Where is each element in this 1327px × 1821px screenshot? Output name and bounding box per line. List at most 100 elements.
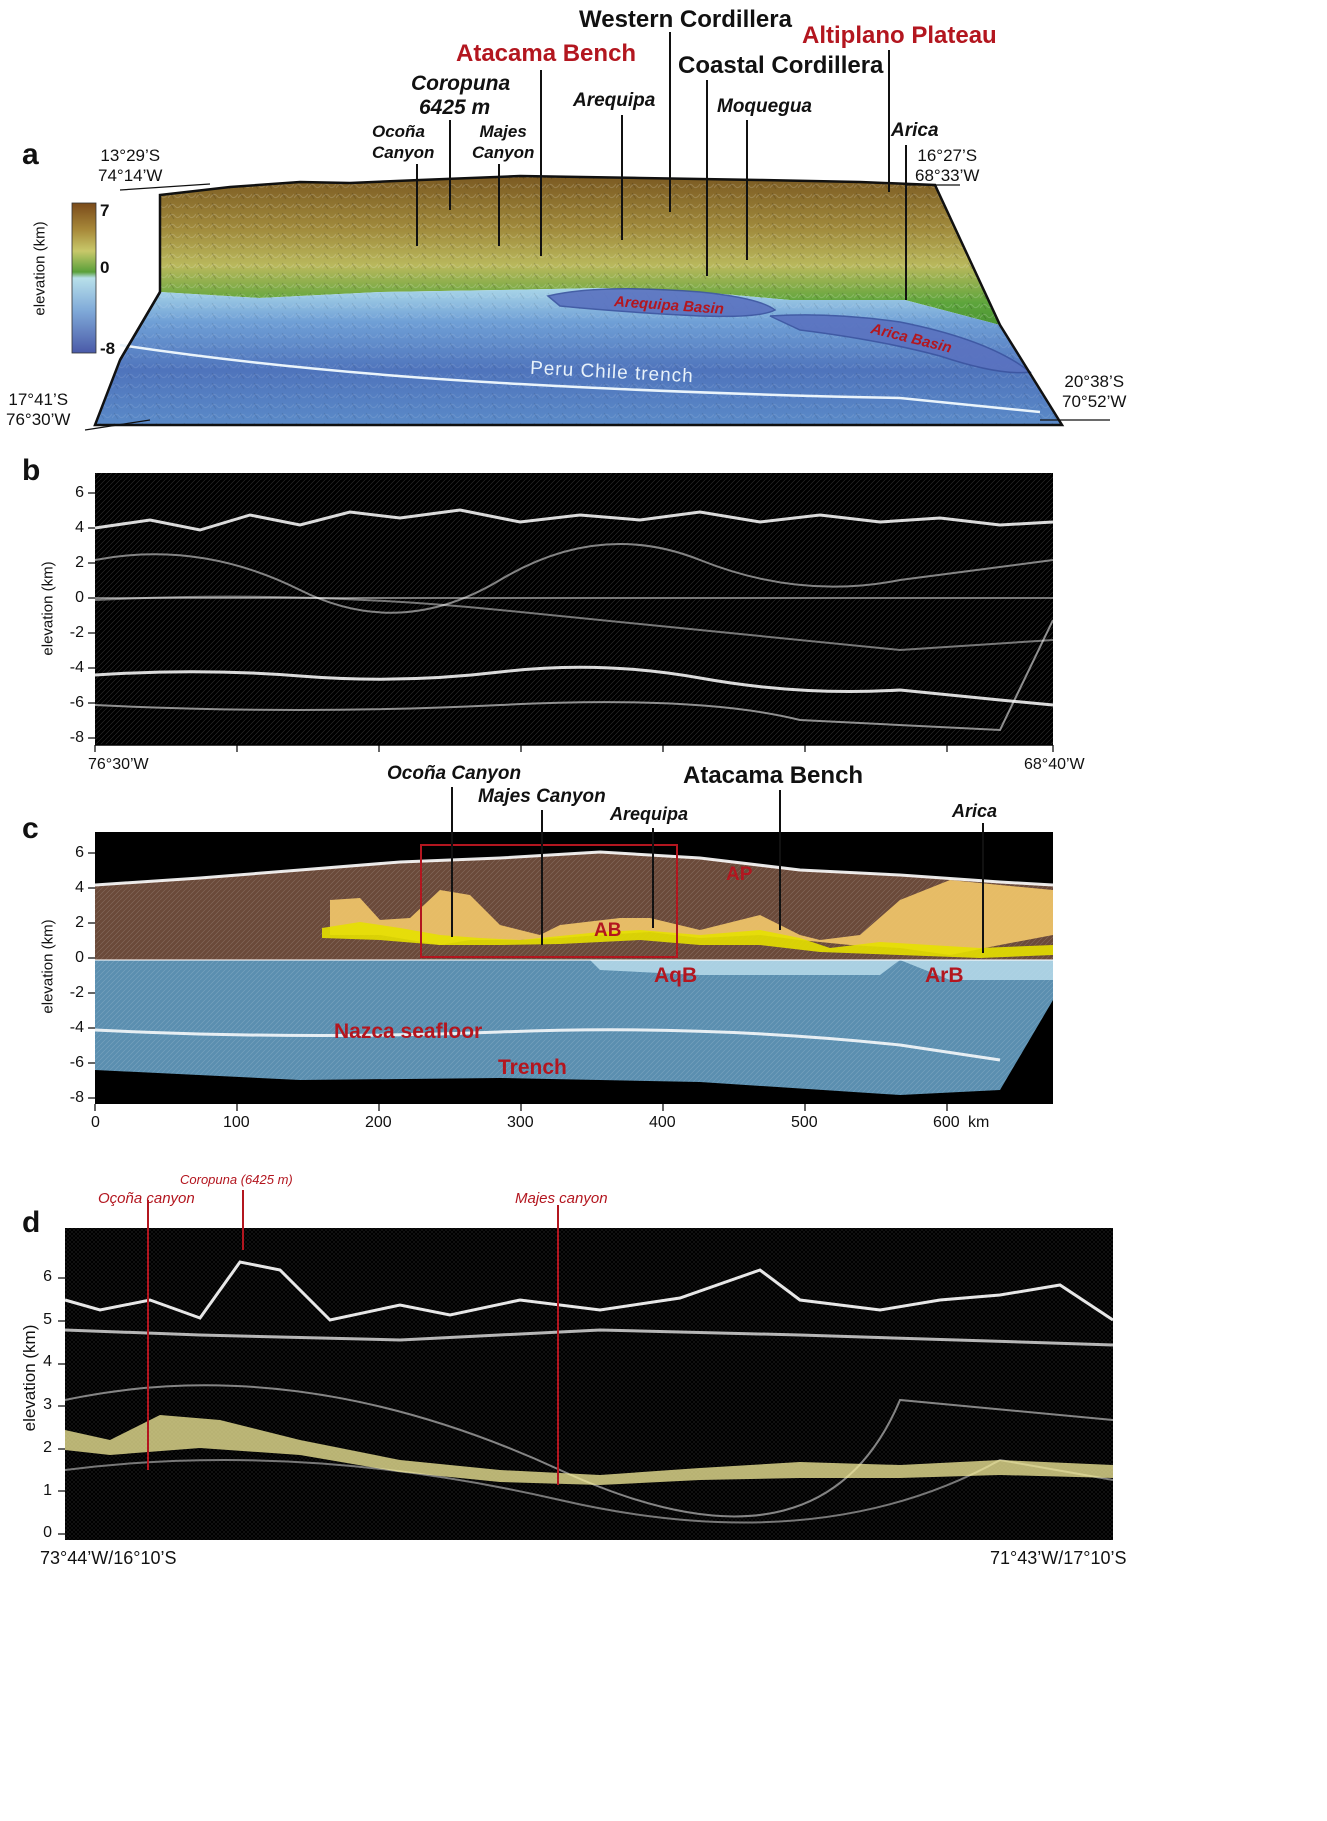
label-c-ocona: Ocoña Canyon bbox=[387, 763, 522, 784]
label-coastal-cordillera: Coastal Cordillera bbox=[678, 52, 884, 79]
label-c-arica: Arica bbox=[952, 801, 998, 821]
leader-c-majes bbox=[541, 810, 543, 945]
label-c-atacama: Atacama Bench bbox=[683, 762, 864, 789]
leader-c-ocona bbox=[451, 787, 453, 937]
panel-a-label: a bbox=[22, 138, 39, 171]
panel-b-ylabel: elevation (km) bbox=[39, 561, 57, 656]
panel-c-xtick: 500 bbox=[791, 1114, 818, 1131]
panel-c-xtick: 300 bbox=[507, 1114, 534, 1131]
detail-box bbox=[420, 844, 678, 958]
atacama-bench-fill bbox=[330, 880, 1053, 955]
panel-d-ytick: 1 bbox=[43, 1481, 52, 1499]
label-western-cordillera: Western Cordillera bbox=[579, 6, 792, 33]
label-d-ocona: Oçoña canyon bbox=[98, 1190, 195, 1207]
colorbar bbox=[71, 202, 97, 354]
panel-c-xtick: 0 bbox=[91, 1114, 100, 1131]
panel-d-ytick: 6 bbox=[43, 1268, 52, 1285]
panel-b-ytick: 0 bbox=[75, 589, 84, 606]
panel-b-x-right: 68°40’W bbox=[1024, 756, 1085, 773]
panel-c-ytick: -6 bbox=[69, 1054, 84, 1071]
yellow-layer-d bbox=[65, 1415, 1113, 1485]
panel-c-ytick: 6 bbox=[75, 844, 84, 861]
panel-a-map bbox=[84, 174, 1110, 431]
label-c-ab: AB bbox=[594, 920, 622, 941]
seafloor-profile-b bbox=[94, 665, 1054, 707]
label-majes: Majes Canyon bbox=[472, 121, 534, 163]
label-c-arb: ArB bbox=[925, 964, 964, 987]
panel-d-ylabel: elevation (km) bbox=[20, 1324, 39, 1432]
panel-d-ytick: 3 bbox=[43, 1396, 52, 1414]
corner-ne-lat: 16°27’S bbox=[917, 146, 978, 165]
highland-profile-b bbox=[94, 508, 1054, 532]
label-ocona: Ocoña Canyon bbox=[372, 121, 434, 163]
panel-c-xtick: 200 bbox=[365, 1114, 392, 1131]
corner-ne-lon: 68°33’W bbox=[915, 166, 980, 185]
panel-c-ytick: -2 bbox=[69, 984, 84, 1001]
label-arica: Arica bbox=[891, 120, 939, 141]
panel-d-label: d bbox=[22, 1206, 41, 1239]
panel-d-ytick: 5 bbox=[43, 1310, 52, 1328]
colorbar-title-text: elevation (km) bbox=[31, 221, 49, 316]
panel-c-xtick: 600 bbox=[933, 1114, 960, 1131]
panel-b-ytick: 6 bbox=[75, 484, 84, 501]
corner-nw: 13°29’S 74°14’W bbox=[98, 146, 162, 186]
leader-atacama-bench bbox=[540, 70, 542, 256]
corner-nw-lon: 74°14’W bbox=[98, 166, 163, 185]
colorbar-title: elevation (km) bbox=[20, 190, 60, 360]
panel-c-xunit: km bbox=[968, 1114, 990, 1131]
panel-c-plot bbox=[88, 832, 1054, 1111]
leader-arequipa bbox=[621, 115, 623, 240]
panel-c-ytick: 2 bbox=[75, 914, 84, 931]
leader-western-cordillera bbox=[669, 32, 671, 212]
leader-moquegua bbox=[746, 120, 748, 260]
panel-c-ylabel: elevation (km) bbox=[39, 919, 57, 1014]
corner-se-lon: 70°52’W bbox=[1062, 392, 1127, 411]
panel-d-x-right: 71°43’W/17°10’S bbox=[990, 1548, 1127, 1568]
panel-d-x-left: 73°44’W/16°10’S bbox=[40, 1548, 177, 1568]
label-arequipa: Arequipa bbox=[573, 90, 656, 111]
label-atacama-bench: Atacama Bench bbox=[456, 40, 637, 67]
leader-c-atacama bbox=[779, 790, 781, 930]
corner-se: 20°38’S 70°52’W bbox=[1062, 372, 1126, 412]
panel-b-x-left: 76°30’W bbox=[88, 756, 149, 773]
panel-b-label: b bbox=[22, 454, 41, 487]
panel-c-ytick: -4 bbox=[69, 1019, 84, 1036]
colorbar-min: -8 bbox=[100, 339, 116, 358]
arb-layer bbox=[900, 960, 1053, 980]
panel-c-ytick: -8 bbox=[69, 1089, 84, 1106]
leader-coastal-cordillera bbox=[706, 80, 708, 276]
panel-c-label: c bbox=[22, 812, 39, 845]
leader-arica bbox=[905, 145, 907, 300]
corner-sw-lat: 17°41’S bbox=[8, 390, 69, 409]
label-moquegua: Moquegua bbox=[717, 96, 812, 117]
panel-b-plot bbox=[88, 473, 1054, 752]
label-majes-2: Canyon bbox=[472, 143, 535, 162]
label-c-ap: AP bbox=[726, 864, 753, 885]
label-c-aqb: AqB bbox=[654, 964, 698, 987]
label-coropuna-elev: 6425 m bbox=[419, 96, 491, 119]
label-d-coropuna: Coropuna (6425 m) bbox=[180, 1172, 293, 1187]
corner-se-lat: 20°38’S bbox=[1064, 372, 1125, 391]
panel-b-ytick: -6 bbox=[69, 694, 84, 711]
corner-sw: 17°41’S 76°30’W bbox=[6, 390, 70, 430]
aqb-layer bbox=[590, 960, 900, 975]
label-d-majes: Majes canyon bbox=[515, 1190, 608, 1207]
corner-sw-lon: 76°30’W bbox=[6, 410, 71, 429]
panel-b-ytick: 4 bbox=[75, 519, 84, 536]
label-c-nazca: Nazca seafloor bbox=[334, 1020, 483, 1043]
leader-majes bbox=[498, 164, 500, 246]
label-majes-1: Majes bbox=[479, 122, 527, 141]
colorbar-mid: 0 bbox=[100, 258, 110, 277]
panel-d-ytick: 0 bbox=[43, 1524, 52, 1542]
label-ocona-1: Ocoña bbox=[372, 122, 425, 141]
label-altiplano: Altiplano Plateau bbox=[802, 22, 997, 49]
leader-c-arequipa bbox=[652, 828, 654, 928]
leader-ocona bbox=[416, 164, 418, 246]
atacama-bench-yellow bbox=[322, 922, 1053, 958]
panel-c-ytick: 4 bbox=[75, 879, 84, 896]
upper-profile-d bbox=[64, 1260, 1114, 1322]
panel-b-ytick: 2 bbox=[75, 554, 84, 571]
label-coropuna: Coropuna bbox=[411, 72, 511, 95]
panel-b-ytick: -2 bbox=[69, 624, 84, 641]
